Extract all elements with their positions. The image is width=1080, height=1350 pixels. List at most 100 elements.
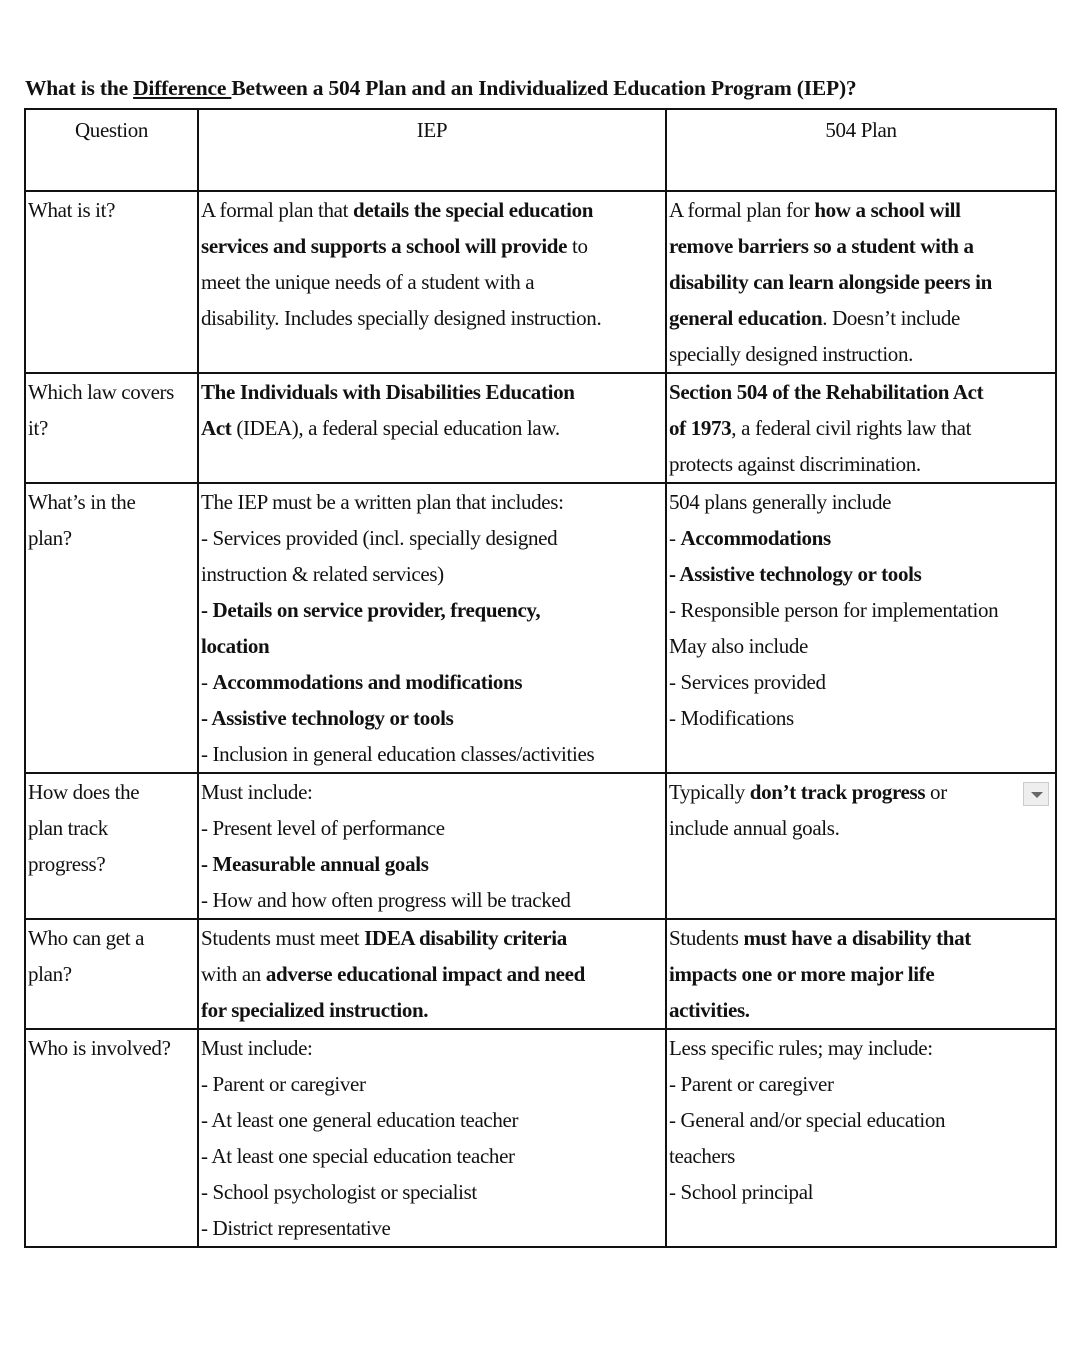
bold-text: details the special education xyxy=(352,198,594,222)
cell-line: Students must meet IDEA disability crite… xyxy=(201,920,663,956)
iep-cell: The IEP must be a written plan that incl… xyxy=(197,482,667,774)
cell-line: A formal plan that details the special e… xyxy=(201,192,663,228)
text: - School principal xyxy=(669,1180,814,1204)
question-cell: How does the plan track progress? xyxy=(24,772,199,920)
cell-line: general education. Doesn’t include xyxy=(669,300,1053,336)
title-text: What is the xyxy=(25,76,134,100)
text: Less specific rules; may include: xyxy=(669,1036,933,1060)
plan504-cell: Typically don’t track progress or include… xyxy=(665,772,1057,920)
cell-line: - School psychologist or specialist xyxy=(201,1174,663,1210)
text: - At least one special education teacher xyxy=(201,1144,515,1168)
bold-text: of 1973 xyxy=(669,416,732,440)
cell-line: services and supports a school will prov… xyxy=(201,228,663,264)
text: The IEP must be a written plan that incl… xyxy=(201,490,564,514)
title-underlined-text: Difference xyxy=(133,76,232,100)
bold-text: Act xyxy=(201,416,232,440)
cell-line: - Responsible person for implementation xyxy=(669,592,1053,628)
iep-cell: Must include: - Parent or caregiver - At l… xyxy=(197,1028,667,1248)
cell-line: - School principal xyxy=(669,1174,1053,1210)
cell-line: Students must have a disability that xyxy=(669,920,1053,956)
bold-text: location xyxy=(201,634,270,658)
bold-text: impacts one or more major life xyxy=(669,962,935,986)
text: - How and how often progress will be tra… xyxy=(201,888,571,912)
cell-line: - At least one general education teacher xyxy=(201,1102,663,1138)
table-row: How does the plan track progress? Must incl… xyxy=(24,772,1057,920)
question-cell: Who can get a plan? xyxy=(24,918,199,1030)
bold-text: activities. xyxy=(669,998,750,1022)
text: Students must meet xyxy=(201,926,365,950)
text: - Services provided xyxy=(669,670,826,694)
table-row: Who is involved? Must include: - Parent or… xyxy=(24,1028,1057,1248)
cell-line: remove barriers so a student with a xyxy=(669,228,1053,264)
text: to xyxy=(567,234,588,258)
question-cell: Who is involved? xyxy=(24,1028,199,1248)
text: 504 plans generally include xyxy=(669,490,892,514)
cell-line: plan? xyxy=(28,956,195,992)
comparison-table: Question IEP 504 Plan What is it? A forma… xyxy=(24,108,1057,1248)
cell-line: Must include: xyxy=(201,774,663,810)
text: Who can get a xyxy=(28,926,145,950)
cell-line: - Inclusion in general education classes… xyxy=(201,736,663,772)
text: What’s in the xyxy=(28,490,136,514)
cell-line: - Assistive technology or tools xyxy=(201,700,663,736)
bold-text: IDEA disability criteria xyxy=(364,926,567,950)
cell-line: - At least one special education teacher xyxy=(201,1138,663,1174)
text: specially designed instruction. xyxy=(669,342,914,366)
text: or xyxy=(925,780,947,804)
header-label: IEP xyxy=(416,118,448,142)
cell-line: May also include xyxy=(669,628,1053,664)
cell-line: disability. Includes specially designed … xyxy=(201,300,663,336)
cell-line: What’s in the xyxy=(28,484,195,520)
cell-line: for specialized instruction. xyxy=(201,992,663,1028)
bold-text: disability can learn alongside peers in xyxy=(669,270,992,294)
header-question: Question xyxy=(24,108,199,192)
text: - xyxy=(669,526,681,550)
text: include annual goals. xyxy=(669,816,840,840)
question-cell: Which law covers it? xyxy=(24,372,199,484)
text: with an xyxy=(201,962,266,986)
plan504-cell: Section 504 of the Rehabilitation Act of … xyxy=(665,372,1057,484)
text: How does the xyxy=(28,780,140,804)
cell-line: - District representative xyxy=(201,1210,663,1246)
question-cell: What is it? xyxy=(24,190,199,374)
cell-line: - Details on service provider, frequency… xyxy=(201,592,663,628)
cell-line: - Accommodations and modifications xyxy=(201,664,663,700)
cell-line: - Present level of performance xyxy=(201,810,663,846)
cell-line: meet the unique needs of a student with … xyxy=(201,264,663,300)
text: - Parent or caregiver xyxy=(669,1072,834,1096)
cell-line: it? xyxy=(28,410,195,446)
plan504-cell: 504 plans generally include - Accommodati… xyxy=(665,482,1057,774)
text: Must include: xyxy=(201,780,313,804)
text: progress? xyxy=(28,852,106,876)
bold-text: - Measurable annual goals xyxy=(201,852,429,876)
cell-line: Which law covers xyxy=(28,374,195,410)
text: - General and/or special education xyxy=(669,1108,946,1132)
plan504-cell: Students must have a disability that impa… xyxy=(665,918,1057,1030)
header-row: Question IEP 504 Plan xyxy=(24,108,1057,192)
text: (IDEA), a federal special education law. xyxy=(231,416,560,440)
bold-text: - Assistive technology or tools xyxy=(669,562,922,586)
text: - At least one general education teacher xyxy=(201,1108,519,1132)
cell-line: protects against discrimination. xyxy=(669,446,1053,482)
text: , a federal civil rights law that xyxy=(731,416,972,440)
bold-text: The Individuals with Disabilities Educat… xyxy=(201,380,575,404)
text: disability. Includes specially designed … xyxy=(201,306,602,330)
cell-line: - Services provided (incl. specially des… xyxy=(201,520,663,556)
cell-line: include annual goals. xyxy=(669,810,1053,846)
bold-text: how a school will xyxy=(814,198,961,222)
cell-line: teachers xyxy=(669,1138,1053,1174)
cell-line: Who is involved? xyxy=(28,1030,195,1066)
text: What is it? xyxy=(28,198,116,222)
cell-line: progress? xyxy=(28,846,195,882)
cell-line: How does the xyxy=(28,774,195,810)
bold-text: services and supports a school will prov… xyxy=(201,234,568,258)
text: Who is involved? xyxy=(28,1036,171,1060)
dropdown-arrow-icon[interactable] xyxy=(1023,782,1049,806)
text: A formal plan for xyxy=(669,198,815,222)
text: plan track xyxy=(28,816,108,840)
text: plan? xyxy=(28,962,72,986)
text: - Inclusion in general education classes… xyxy=(201,742,595,766)
cell-line: Section 504 of the Rehabilitation Act xyxy=(669,374,1053,410)
cell-line: - Parent or caregiver xyxy=(201,1066,663,1102)
table-row: What’s in the plan? The IEP must be a writ… xyxy=(24,482,1057,774)
